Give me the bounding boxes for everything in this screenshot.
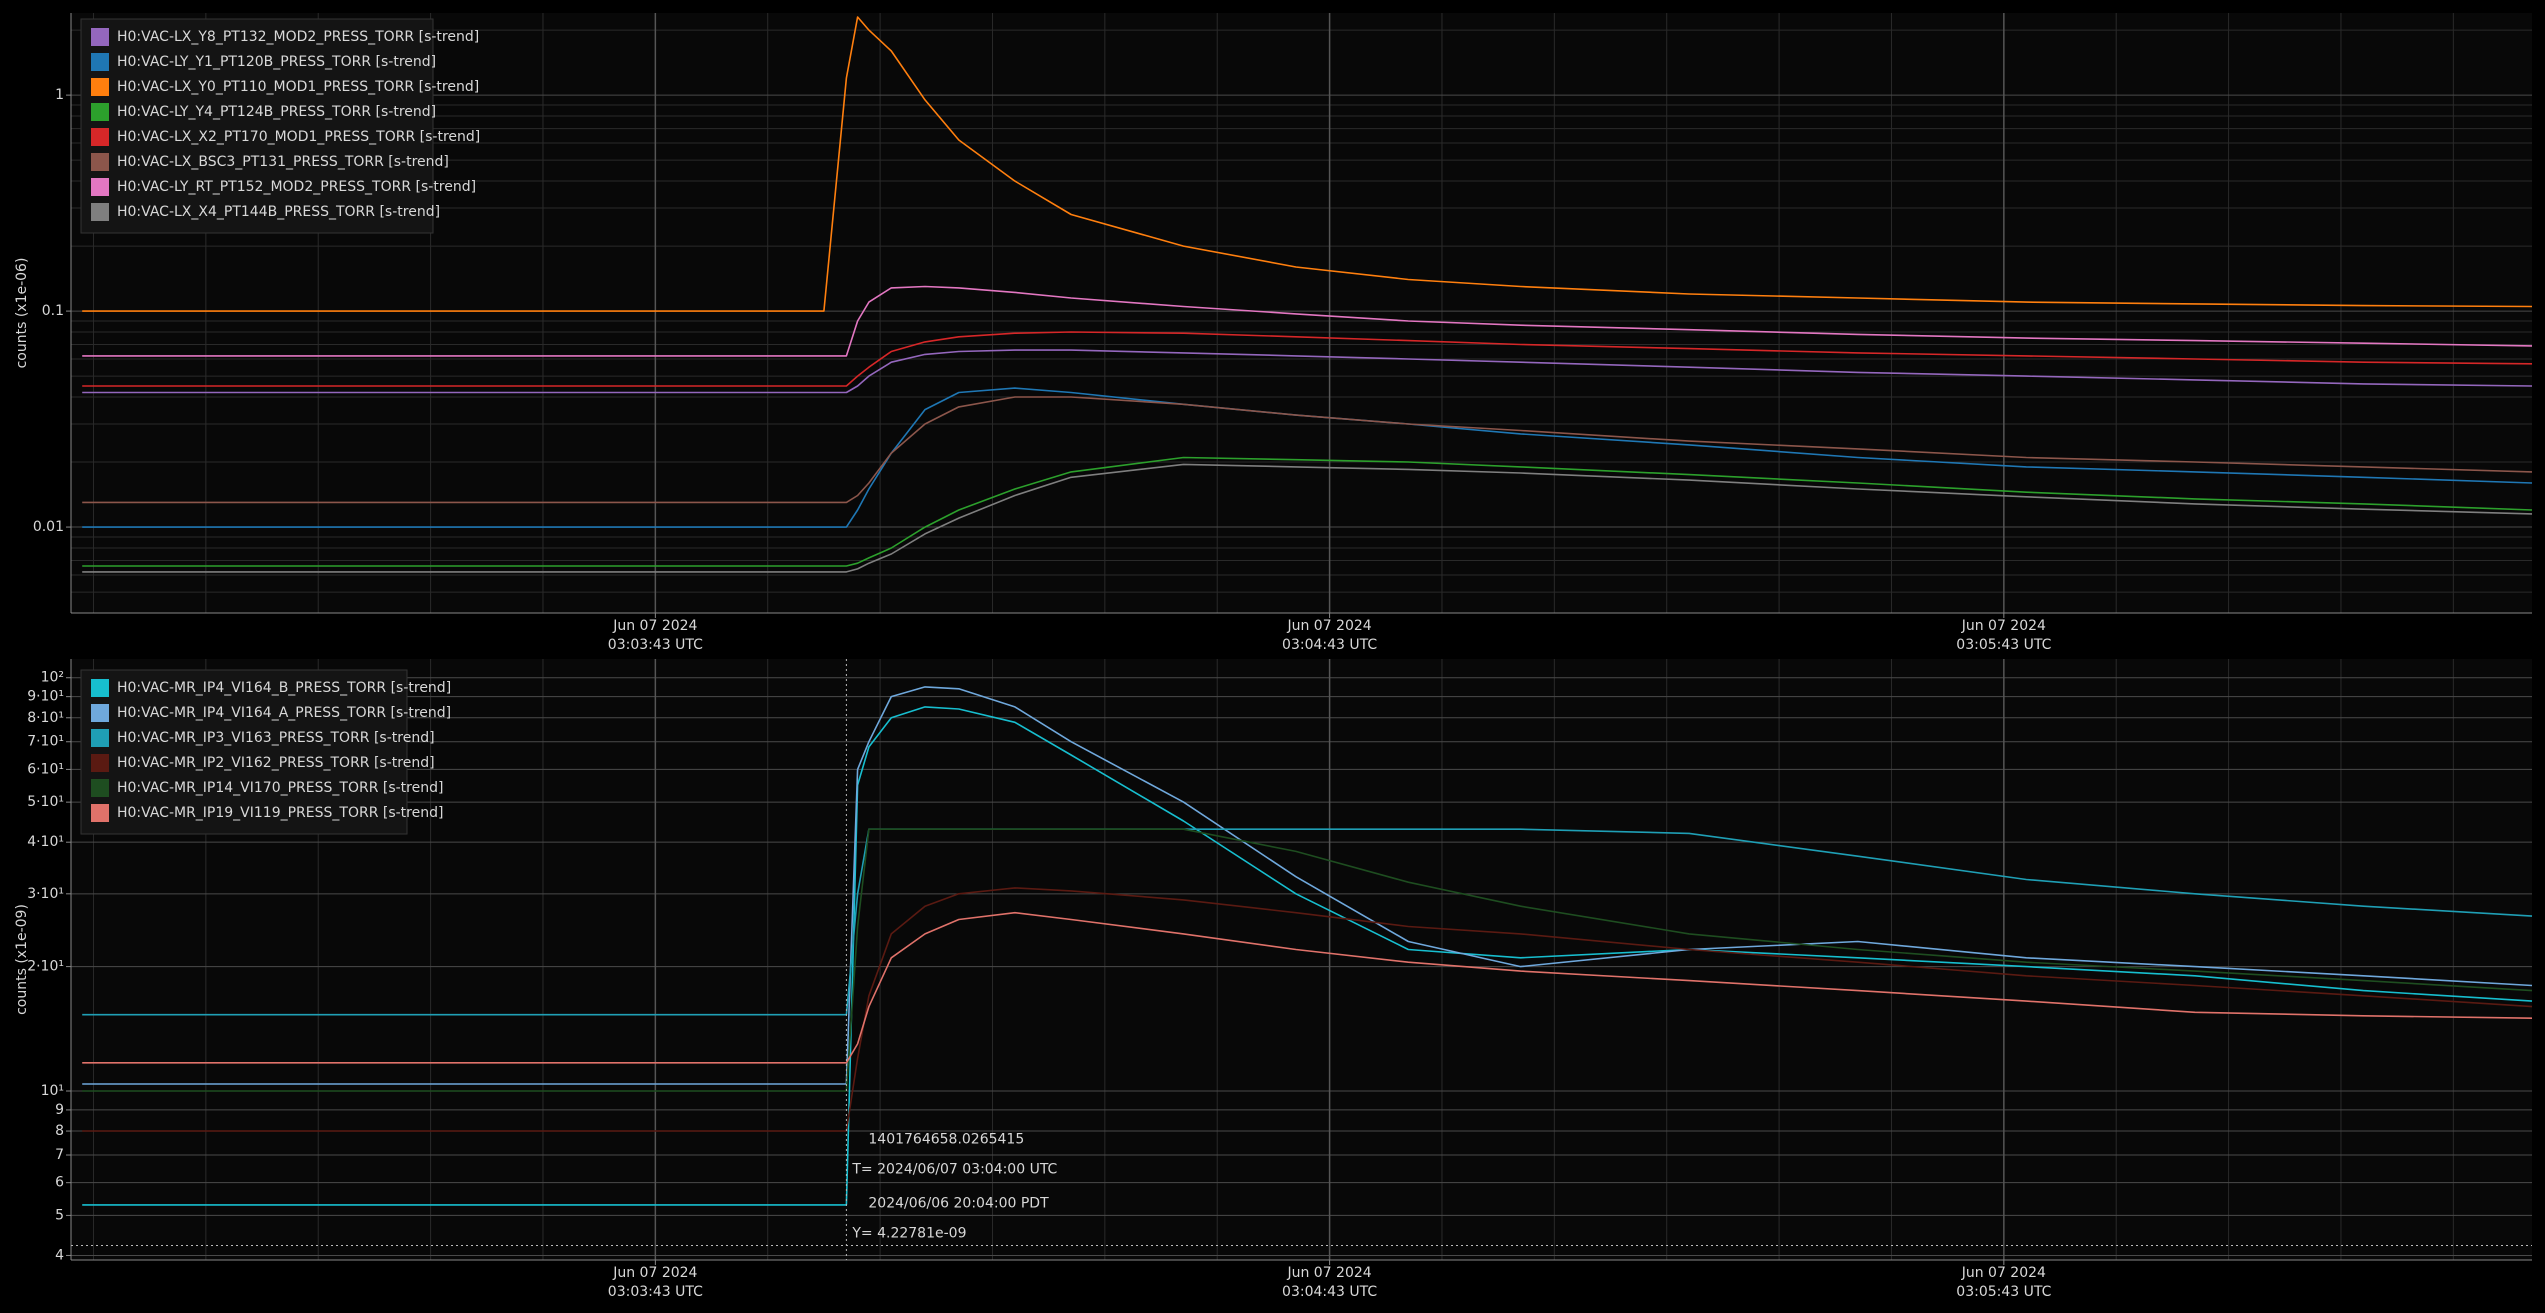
- x-tick-label: Jun 07 2024: [612, 618, 697, 634]
- y-tick-label: 8: [55, 1123, 64, 1139]
- cursor-readout: Y= 4.22781e-09: [851, 1226, 966, 1242]
- series-line: [82, 456, 2533, 567]
- y-tick-label: 9·10¹: [27, 689, 64, 705]
- x-tick-label: Jun 07 2024: [1961, 1265, 2046, 1281]
- legend-label: H0:VAC-MR_IP19_VI119_PRESS_TORR [s-trend…: [117, 805, 443, 821]
- y-tick-label: 5: [55, 1207, 64, 1223]
- x-tick-label: Jun 07 2024: [612, 1265, 697, 1281]
- y-tick-label: 1: [55, 87, 64, 103]
- series-line: [82, 285, 2533, 357]
- series-line: [82, 349, 2533, 394]
- y-tick-label: 5·10¹: [27, 794, 64, 810]
- x-tick-label: Jun 07 2024: [1286, 618, 1371, 634]
- legend-label: H0:VAC-MR_IP2_VI162_PRESS_TORR [s-trend]: [117, 755, 435, 771]
- legend-swatch: [91, 779, 109, 797]
- x-tick-label: 03:03:43 UTC: [608, 637, 703, 653]
- x-tick-label: Jun 07 2024: [1961, 618, 2046, 634]
- legend-swatch: [91, 704, 109, 722]
- legend-label: H0:VAC-MR_IP4_VI164_A_PRESS_TORR [s-tren…: [117, 705, 451, 721]
- y-tick-label: 0.01: [33, 519, 64, 535]
- legend-swatch: [91, 729, 109, 747]
- legend-label: H0:VAC-LY_Y1_PT120B_PRESS_TORR [s-trend]: [117, 54, 436, 70]
- series-line: [82, 887, 2533, 1132]
- y-tick-label: 4·10¹: [27, 834, 64, 850]
- y-tick-label: 10¹: [41, 1083, 64, 1099]
- x-tick-label: 03:05:43 UTC: [1956, 637, 2051, 653]
- legend-label: H0:VAC-LX_Y8_PT132_MOD2_PRESS_TORR [s-tr…: [117, 29, 479, 45]
- y-axis-label: counts (x1e-09): [14, 904, 30, 1015]
- legend-swatch: [91, 28, 109, 46]
- y-tick-label: 6: [55, 1175, 64, 1191]
- y-tick-label: 9: [55, 1102, 64, 1118]
- series-line: [82, 828, 2533, 1092]
- series-line: [82, 387, 2533, 528]
- legend-label: H0:VAC-LY_RT_PT152_MOD2_PRESS_TORR [s-tr…: [117, 179, 476, 195]
- legend-label: H0:VAC-LX_Y0_PT110_MOD1_PRESS_TORR [s-tr…: [117, 79, 479, 95]
- y-tick-label: 10²: [41, 670, 64, 686]
- x-tick-label: 03:04:43 UTC: [1282, 1284, 1377, 1300]
- series-line: [82, 396, 2533, 504]
- cursor-readout: 2024/06/06 20:04:00 PDT: [868, 1196, 1049, 1212]
- legend-swatch: [91, 53, 109, 71]
- legend: [80, 669, 408, 835]
- legend-label: H0:VAC-MR_IP4_VI164_B_PRESS_TORR [s-tren…: [117, 680, 451, 696]
- legend: [80, 18, 434, 234]
- series-line: [82, 911, 2533, 1064]
- plot-area: [71, 13, 2532, 613]
- y-tick-label: 6·10¹: [27, 761, 64, 777]
- x-tick-label: 03:04:43 UTC: [1282, 637, 1377, 653]
- series-line: [82, 686, 2533, 1085]
- legend-label: H0:VAC-LX_X2_PT170_MOD1_PRESS_TORR [s-tr…: [117, 129, 480, 145]
- legend-label: H0:VAC-LY_Y4_PT124B_PRESS_TORR [s-trend]: [117, 104, 436, 120]
- y-tick-label: 7·10¹: [27, 734, 64, 750]
- legend-swatch: [91, 679, 109, 697]
- legend-swatch: [91, 203, 109, 221]
- plot-area: [71, 659, 2532, 1260]
- y-tick-label: 0.1: [42, 303, 64, 319]
- series-line: [82, 463, 2533, 573]
- series-line: [82, 706, 2533, 1206]
- y-tick-label: 3·10¹: [27, 886, 64, 902]
- legend-swatch: [91, 103, 109, 121]
- legend-swatch: [91, 128, 109, 146]
- legend-swatch: [91, 153, 109, 171]
- cursor-readout: 1401764658.0265415: [868, 1132, 1024, 1148]
- legend-label: H0:VAC-LX_BSC3_PT131_PRESS_TORR [s-trend…: [117, 154, 449, 170]
- legend-label: H0:VAC-MR_IP14_VI170_PRESS_TORR [s-trend…: [117, 780, 443, 796]
- legend-swatch: [91, 804, 109, 822]
- x-tick-label: 03:03:43 UTC: [608, 1284, 703, 1300]
- y-tick-label: 8·10¹: [27, 710, 64, 726]
- series-line: [82, 331, 2533, 387]
- legend-swatch: [91, 78, 109, 96]
- legend-swatch: [91, 178, 109, 196]
- y-axis-label: counts (x1e-06): [14, 258, 30, 369]
- legend-label: H0:VAC-LX_X4_PT144B_PRESS_TORR [s-trend]: [117, 204, 440, 220]
- y-tick-label: 2·10¹: [27, 959, 64, 975]
- legend-swatch: [91, 754, 109, 772]
- x-tick-label: Jun 07 2024: [1286, 1265, 1371, 1281]
- y-tick-label: 7: [55, 1147, 64, 1163]
- legend-label: H0:VAC-MR_IP3_VI163_PRESS_TORR [s-trend]: [117, 730, 435, 746]
- y-tick-label: 4: [55, 1247, 64, 1263]
- series-line: [82, 16, 2533, 312]
- cursor-readout: T= 2024/06/07 03:04:00 UTC: [851, 1162, 1057, 1178]
- x-tick-label: 03:05:43 UTC: [1956, 1284, 2051, 1300]
